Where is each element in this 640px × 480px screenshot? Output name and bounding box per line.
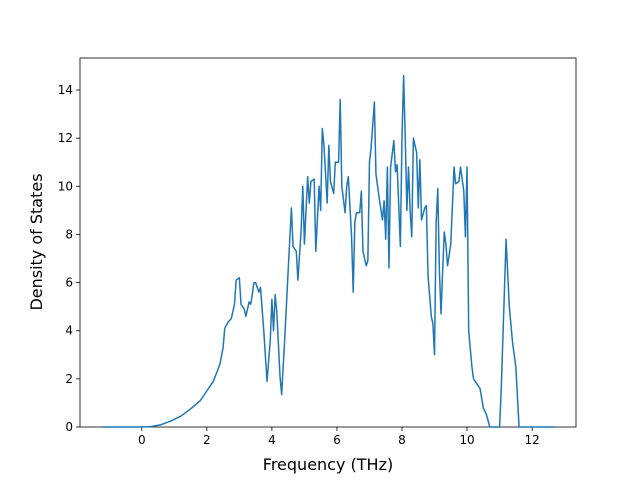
- x-tick-label: 4: [268, 433, 276, 447]
- x-axis-label: Frequency (THz): [263, 455, 393, 474]
- x-tick-label: 0: [138, 433, 146, 447]
- x-tick-label: 8: [398, 433, 406, 447]
- line-series: [102, 74, 555, 428]
- x-tick-label: 10: [459, 433, 474, 447]
- plot-frame: [79, 57, 577, 428]
- y-tick-label: 10: [58, 179, 73, 193]
- y-tick-label: 14: [58, 83, 73, 97]
- x-tick-label: 2: [203, 433, 211, 447]
- y-tick-label: 12: [58, 131, 73, 145]
- y-tick-label: 8: [65, 227, 73, 241]
- y-tick-label: 4: [65, 324, 73, 338]
- y-tick-label: 6: [65, 276, 73, 290]
- y-tick-label: 2: [65, 372, 73, 386]
- y-axis-label: Density of States: [27, 173, 46, 310]
- x-tick-label: 6: [333, 433, 341, 447]
- y-tick-label: 0: [65, 420, 73, 434]
- x-tick-label: 12: [524, 433, 539, 447]
